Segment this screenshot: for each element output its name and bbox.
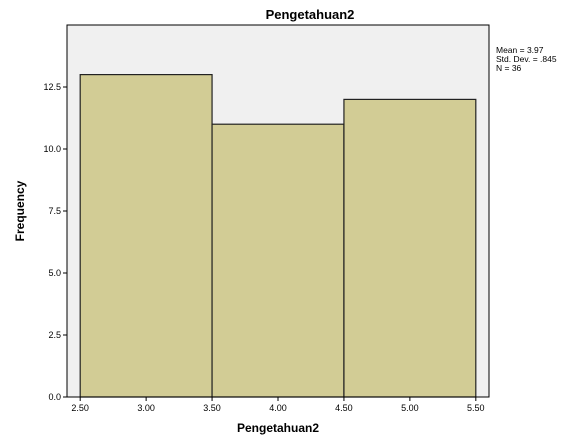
chart-title: Pengetahuan2	[266, 7, 355, 22]
histogram-bar-1	[79, 73, 213, 398]
x-tick-label: 2.50	[71, 403, 89, 413]
stats-n: N = 36	[496, 63, 522, 73]
x-tick-label: 3.50	[203, 403, 221, 413]
stats-std-dev: Std. Dev. = .845	[496, 54, 557, 64]
histogram-bar-3	[343, 98, 477, 398]
stats-legend: Mean = 3.97 Std. Dev. = .845 N = 36	[496, 45, 557, 73]
histogram-bar-2	[211, 123, 345, 398]
bars-group	[79, 73, 477, 398]
y-tick-label: 7.5	[48, 206, 61, 216]
y-tick-label: 10.0	[43, 144, 61, 154]
stats-mean: Mean = 3.97	[496, 45, 544, 55]
y-axis-title: Frequency	[13, 180, 27, 241]
x-tick-label: 5.50	[467, 403, 485, 413]
y-tick-label: 12.5	[43, 82, 61, 92]
x-ticks-group: 2.50 3.00 3.50 4.00 4.50 5.00 5.50	[71, 397, 485, 413]
x-tick-label: 4.00	[269, 403, 287, 413]
x-tick-label: 3.00	[137, 403, 155, 413]
y-ticks-group: 0.0 2.5 5.0 7.5 10.0 12.5	[43, 82, 67, 402]
y-tick-label: 2.5	[48, 330, 61, 340]
x-tick-label: 5.00	[401, 403, 419, 413]
y-tick-label: 5.0	[48, 268, 61, 278]
y-tick-label: 0.0	[48, 392, 61, 402]
x-axis-title: Pengetahuan2	[237, 421, 319, 435]
x-tick-label: 4.50	[335, 403, 353, 413]
